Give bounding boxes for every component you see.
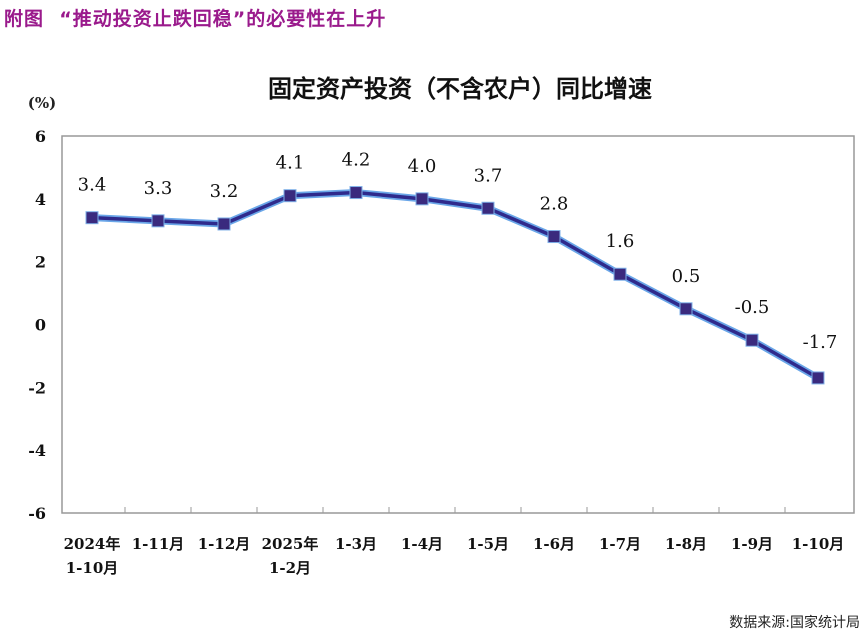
data-point-marker <box>415 192 429 206</box>
data-label: 3.3 <box>144 178 173 199</box>
y-tick-label: 6 <box>35 127 46 146</box>
y-tick-label: 0 <box>35 316 46 335</box>
data-label: 4.1 <box>276 153 305 174</box>
chart-title: 固定资产投资（不含农户）同比增速 <box>268 75 652 103</box>
data-label: 0.5 <box>672 266 701 287</box>
x-tick-label: 1-10月 <box>792 535 845 553</box>
x-tick-label: 2025年 <box>262 535 319 553</box>
data-point-marker <box>481 201 495 215</box>
data-point-marker <box>217 217 231 231</box>
data-label: 3.7 <box>474 165 503 186</box>
data-label: 3.2 <box>210 181 239 202</box>
y-tick-label: -2 <box>28 378 46 397</box>
data-label: -1.7 <box>803 332 838 353</box>
data-point-marker <box>349 186 363 200</box>
y-tick-label: -6 <box>28 504 46 523</box>
x-tick-label: 1-9月 <box>731 535 773 553</box>
data-point-marker <box>151 214 165 228</box>
data-label: 2.8 <box>540 194 569 215</box>
data-point-marker <box>811 371 825 385</box>
data-label: 4.2 <box>342 150 371 171</box>
data-point-marker <box>547 230 561 244</box>
data-point-marker <box>283 189 297 203</box>
data-point-marker <box>85 211 99 225</box>
figure-title: 附图 “推动投资止跌回稳”的必要性在上升 <box>4 8 387 30</box>
x-tick-label: 1-6月 <box>533 535 575 553</box>
y-tick-label: 4 <box>35 190 46 209</box>
data-point-marker <box>745 333 759 347</box>
data-label: 3.4 <box>78 175 107 196</box>
data-label: -0.5 <box>735 297 770 318</box>
data-label: 4.0 <box>408 156 437 177</box>
plot-frame <box>61 135 855 514</box>
data-point-marker <box>613 267 627 281</box>
series-line <box>91 190 819 380</box>
x-tick-label: 1-12月 <box>198 535 251 553</box>
x-tick-label: 1-2月 <box>269 559 311 577</box>
y-tick-label: -4 <box>28 441 46 460</box>
data-source: 数据来源:国家统计局 <box>729 615 860 631</box>
x-tick-label: 1-4月 <box>401 535 443 553</box>
x-tick-label: 1-11月 <box>132 535 185 553</box>
x-tick-label: 1-8月 <box>665 535 707 553</box>
x-tick-label: 1-3月 <box>335 535 377 553</box>
y-axis-unit: (%) <box>28 94 56 112</box>
data-point-marker <box>679 302 693 316</box>
x-tick-label: 1-5月 <box>467 535 509 553</box>
y-tick-label: 2 <box>35 253 46 272</box>
x-tick-label: 1-10月 <box>66 559 119 577</box>
x-tick-label: 1-7月 <box>599 535 641 553</box>
data-label: 1.6 <box>606 231 635 252</box>
series-line-glow <box>91 189 820 381</box>
x-tick-label: 2024年 <box>64 535 121 553</box>
